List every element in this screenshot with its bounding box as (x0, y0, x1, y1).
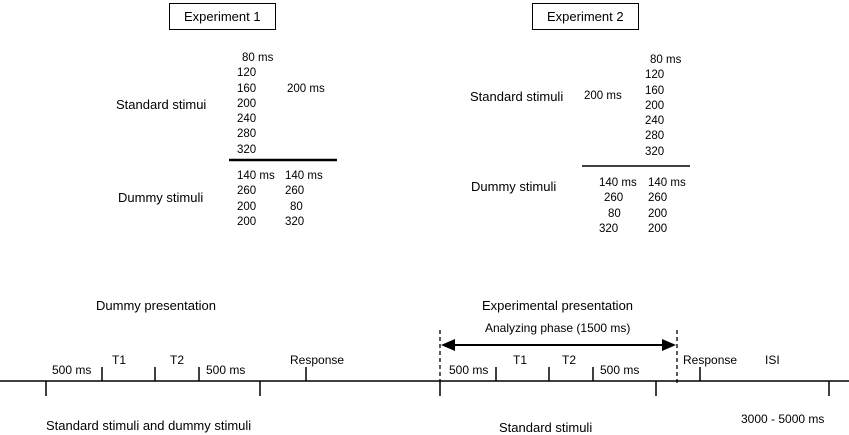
value: 320 (599, 222, 619, 235)
value: 200 (237, 97, 257, 110)
value: 240 (645, 115, 665, 128)
right-500ms-a: 500 ms (449, 363, 489, 377)
value: 160 (237, 82, 257, 95)
value: 200 (237, 200, 257, 213)
value: 140 ms (237, 170, 275, 182)
exp2-standard-values: 80 ms 120 160 200 240 280 320 (645, 53, 681, 160)
right-t2: T2 (562, 353, 577, 367)
value: 200 (645, 99, 665, 112)
value: 140 ms (285, 170, 323, 182)
isi-label: ISI (765, 353, 780, 367)
experiment-2-title: Experiment 2 (547, 9, 624, 24)
experimental-presentation-label: Experimental presentation (482, 298, 634, 313)
value: 80 (290, 200, 303, 213)
exp2-dummy-col1: 140 ms 260 80 320 (599, 176, 637, 237)
left-500ms-b: 500 ms (206, 363, 246, 377)
experiment-1-title: Experiment 1 (184, 9, 261, 24)
value: 320 (285, 215, 305, 228)
left-t2: T2 (170, 353, 185, 367)
exp1-dummy-label: Dummy stimuli (118, 190, 204, 205)
value: 260 (604, 192, 624, 205)
experiment-1-box: Experiment 1 (169, 3, 276, 30)
arrow-head-right (662, 339, 676, 351)
right-t1: T1 (513, 353, 528, 367)
right-response: Response (683, 353, 738, 367)
value: 320 (237, 143, 257, 156)
arrow-head-left (441, 339, 455, 351)
value: 80 ms (650, 54, 682, 66)
left-response: Response (290, 353, 345, 367)
value: 280 (237, 128, 257, 141)
value: 320 (645, 145, 665, 158)
value: 80 ms (242, 52, 274, 64)
value: 240 (237, 113, 257, 126)
analyzing-phase-label: Analyzing phase (1500 ms) (485, 321, 631, 335)
value: 160 (645, 84, 665, 97)
dummy-presentation-label: Dummy presentation (96, 298, 216, 313)
exp2-dummy-label: Dummy stimuli (471, 179, 557, 194)
right-caption: Standard stimuli (499, 420, 593, 435)
value: 260 (648, 192, 668, 205)
exp2-standard-label: Standard stimuli (470, 89, 564, 104)
exp1-standard-label: Standard stimui (116, 97, 207, 112)
value: 280 (645, 130, 665, 143)
value: 200 (648, 222, 668, 235)
value: 200 (237, 215, 257, 228)
exp1-dummy-col1: 140 ms 260 200 200 (237, 169, 275, 230)
value: 120 (645, 69, 665, 82)
value: 120 (237, 67, 257, 80)
exp2-standard-first: 200 ms (584, 90, 622, 102)
exp1-dummy-col2: 140 ms 260 80 320 (285, 169, 323, 230)
experiment-2-box: Experiment 2 (532, 3, 639, 30)
left-500ms-a: 500 ms (52, 363, 92, 377)
value: 260 (237, 185, 257, 198)
value: 140 ms (599, 177, 637, 189)
exp1-standard-values: 80 ms 120 160 200 240 280 320 (237, 51, 273, 158)
exp2-dummy-col2: 140 ms 260 200 200 (648, 176, 686, 237)
exp1-standard-comparison: 200 ms (287, 83, 325, 95)
right-500ms-b: 500 ms (600, 363, 640, 377)
left-caption: Standard stimuli and dummy stimuli (46, 418, 252, 433)
left-t1: T1 (112, 353, 127, 367)
value: 80 (608, 207, 621, 220)
value: 260 (285, 185, 305, 198)
value: 140 ms (648, 177, 686, 189)
value: 200 (648, 207, 668, 220)
isi-range: 3000 - 5000 ms (741, 412, 825, 426)
